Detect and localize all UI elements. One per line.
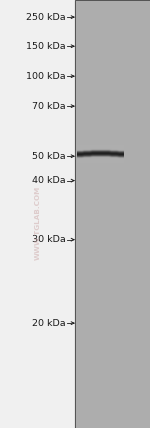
Text: 40 kDa: 40 kDa bbox=[32, 176, 66, 185]
Text: 20 kDa: 20 kDa bbox=[32, 318, 66, 328]
Text: 50 kDa: 50 kDa bbox=[32, 152, 66, 161]
Text: 100 kDa: 100 kDa bbox=[26, 71, 66, 81]
Bar bbox=[0, 0, 75, 428]
Text: 150 kDa: 150 kDa bbox=[26, 42, 66, 51]
Bar bbox=[75, 0, 150, 428]
Text: 70 kDa: 70 kDa bbox=[32, 101, 66, 111]
Text: 250 kDa: 250 kDa bbox=[26, 12, 66, 22]
Text: 30 kDa: 30 kDa bbox=[32, 235, 66, 244]
Text: WWW.TGLAB.COM: WWW.TGLAB.COM bbox=[34, 185, 40, 260]
Bar bbox=[75, 0, 150, 428]
